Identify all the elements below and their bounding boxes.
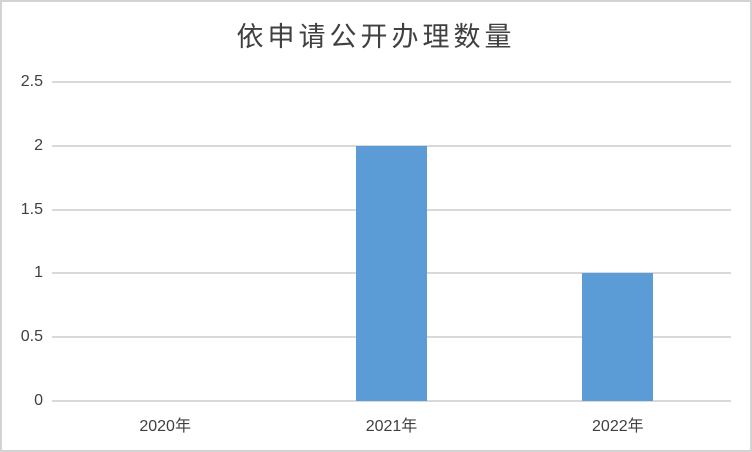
y-tick-label: 2 xyxy=(34,136,43,154)
bar-2022年 xyxy=(582,273,654,401)
y-tick-label: 1 xyxy=(34,264,43,282)
x-axis-line xyxy=(52,400,731,402)
chart-title: 依申请公开办理数量 xyxy=(236,22,516,52)
gridline xyxy=(52,81,731,83)
y-tick-label: 2.5 xyxy=(20,73,43,90)
plot-area: 0 0.5 1 1.5 2 2.5 2020年 2021年 2022年 xyxy=(21,73,731,435)
y-tick-label: 0.5 xyxy=(20,328,43,346)
y-tick-label: 0 xyxy=(34,392,43,409)
x-tick-label: 2020年 xyxy=(139,418,191,435)
x-tick-label: 2022年 xyxy=(592,418,644,435)
y-tick-label: 1.5 xyxy=(20,200,43,218)
x-tick-label: 2021年 xyxy=(365,418,418,435)
bar-2021年 xyxy=(356,145,427,401)
